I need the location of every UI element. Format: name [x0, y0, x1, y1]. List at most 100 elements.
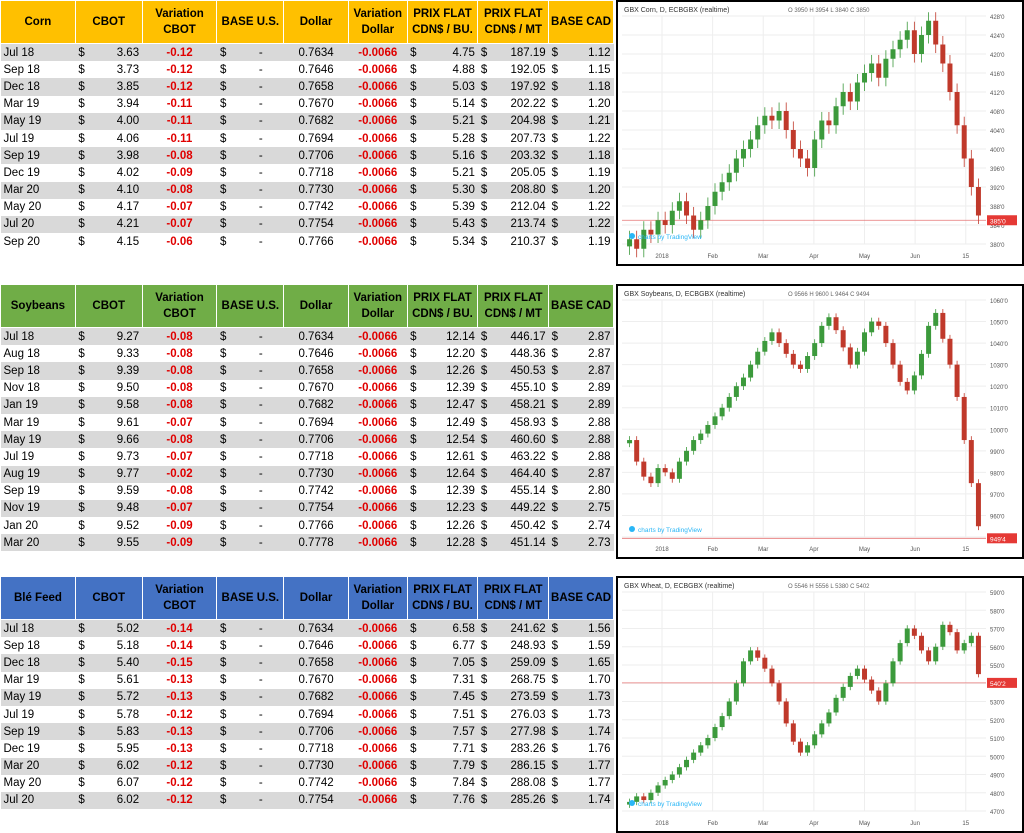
contract-month: May 20	[0, 198, 76, 216]
base-us-value: -	[258, 622, 263, 635]
dollar-rate: 0.7730	[283, 181, 349, 199]
header-base-us: BASE U.S.	[216, 576, 285, 620]
prix-flat-bu: $12.26	[407, 362, 478, 380]
prix-flat-bu-value: 12.20	[446, 347, 475, 360]
prix-flat-mt: $455.14	[477, 482, 549, 500]
candle-body	[926, 20, 932, 35]
chart-attribution[interactable]: charts by TradingView	[638, 234, 702, 241]
candle-body	[733, 158, 739, 173]
candle-body	[684, 450, 690, 462]
dollar-rate: 0.7634	[283, 619, 349, 638]
candle-body	[769, 115, 775, 121]
variation-dollar: -0.0066	[348, 95, 408, 113]
prix-flat-bu: $12.39	[407, 482, 478, 500]
candlestick-chart[interactable]: 428'0 424'0 420'0 416'0 412'0 408'0 404'0 400'0…	[618, 2, 1022, 264]
y-tick-label: 560'0	[990, 646, 1005, 652]
table-row: Sep 18 $9.39 -0.08 $ -0.7658 -0.0066 $12.26 $45…	[0, 362, 614, 380]
currency-symbol: $	[219, 794, 227, 807]
base-us: $ -	[216, 517, 284, 535]
contract-month: Jan 20	[0, 517, 76, 535]
price-chart[interactable]: 590'0580'0570'0560'0550'0540'0530'0520'0…	[616, 576, 1024, 833]
base-us-value: -	[258, 691, 263, 704]
header-prix-flat-bu-line2: CDN$ / BU.	[412, 24, 473, 36]
cbot-price: $3.85	[75, 78, 143, 96]
currency-symbol: $	[551, 132, 559, 145]
candle-body	[655, 785, 661, 793]
x-tick-label: Jun	[910, 821, 920, 827]
base-cad-value: 1.20	[588, 184, 611, 197]
header-variation-cbot-line1: Variation	[155, 584, 204, 596]
prix-flat-bu: $7.31	[407, 671, 478, 689]
contract-month: Sep 19	[0, 723, 76, 741]
prix-flat-mt-value: 273.59	[510, 691, 546, 704]
candle-body	[961, 643, 967, 651]
candlestick-chart[interactable]: 1060'0 1050'0 1040'0 1030'0 1020'0 1010'0 1000…	[618, 286, 1022, 557]
variation-cbot: -0.07	[142, 413, 217, 432]
contract-month: May 20	[0, 774, 76, 792]
y-tick-label: 1060'0	[990, 299, 1008, 305]
cbot-value: 3.98	[116, 149, 140, 162]
currency-symbol: $	[78, 63, 85, 76]
cbot-value: 4.10	[116, 184, 140, 197]
candle-body	[975, 483, 981, 527]
prix-flat-bu-value: 7.71	[452, 742, 475, 755]
currency-symbol: $	[410, 536, 417, 549]
cbot-price: $5.95	[75, 740, 143, 758]
table-row: Dec 19 $4.02 -0.09 $ -0.7718 -0.0066 $5.21 $205…	[0, 164, 614, 182]
header-dollar-line1: Dollar	[299, 592, 333, 604]
table-row: Mar 19 $9.61 -0.07 $ -0.7694 -0.0066 $12.49 $45…	[0, 413, 614, 432]
currency-symbol: $	[410, 725, 417, 738]
prix-flat-bu: $5.03	[407, 78, 478, 96]
currency-symbol: $	[410, 46, 417, 59]
prix-flat-mt: $208.80	[477, 181, 549, 199]
header-variation-dollar-line2: Dollar	[361, 600, 395, 612]
prix-flat-bu-value: 7.76	[452, 794, 475, 807]
prix-flat-bu: $12.26	[407, 517, 478, 535]
prix-flat-bu-value: 5.34	[452, 235, 475, 248]
header-base-us-line1: BASE U.S.	[221, 300, 280, 312]
candle-body	[762, 115, 768, 126]
chart-attribution[interactable]: charts by TradingView	[638, 801, 702, 808]
base-us: $ -	[216, 43, 284, 62]
prix-flat-mt: $283.26	[477, 740, 549, 758]
base-cad-value: 1.70	[588, 674, 611, 687]
currency-symbol: $	[219, 46, 227, 59]
currency-symbol: $	[551, 656, 559, 669]
prix-flat-bu: $7.76	[407, 791, 478, 810]
currency-symbol: $	[410, 218, 417, 231]
prix-flat-bu: $12.49	[407, 413, 478, 432]
currency-symbol: $	[480, 519, 488, 532]
cbot-price: $9.39	[75, 362, 143, 380]
variation-dollar: -0.0066	[348, 413, 408, 432]
candle-body	[847, 347, 853, 365]
prix-flat-mt: $187.19	[477, 43, 549, 62]
prix-flat-bu: $6.58	[407, 619, 478, 638]
currency-symbol: $	[219, 166, 227, 179]
variation-dollar: -0.0066	[348, 129, 408, 148]
prix-flat-mt-value: 455.14	[510, 485, 546, 498]
currency-symbol: $	[480, 502, 488, 515]
header-variation-dollar-line1: Variation	[353, 8, 403, 20]
price-chart[interactable]: 1060'0 1050'0 1040'0 1030'0 1020'0 1010'0 1000…	[616, 284, 1024, 559]
variation-dollar: -0.0066	[348, 482, 408, 500]
price-chart[interactable]: 428'0 424'0 420'0 416'0 412'0 408'0 404'0 400'0…	[616, 0, 1024, 266]
candlestick-chart[interactable]: 590'0580'0570'0560'0550'0540'0530'0520'0…	[618, 578, 1022, 831]
cbot-value: 9.58	[116, 399, 140, 412]
y-tick-label: 380'0	[990, 243, 1005, 249]
base-cad-value: 1.77	[588, 777, 611, 790]
candle-body	[812, 734, 818, 746]
cbot-value: 3.94	[116, 98, 140, 111]
prix-flat-mt-value: 248.93	[510, 639, 546, 652]
base-us-value: -	[258, 149, 263, 162]
chart-attribution[interactable]: charts by TradingView	[638, 527, 702, 534]
base-cad-value: 1.77	[588, 760, 611, 773]
currency-symbol: $	[410, 330, 417, 343]
currency-symbol: $	[78, 364, 85, 377]
header-dollar: Dollar	[283, 284, 349, 328]
currency-symbol: $	[78, 777, 85, 790]
base-us: $ -	[216, 61, 284, 79]
prix-flat-mt: $197.92	[477, 78, 549, 96]
base-cad: $2.74	[548, 517, 614, 535]
candle-body	[968, 635, 974, 644]
candle-body	[762, 340, 768, 352]
